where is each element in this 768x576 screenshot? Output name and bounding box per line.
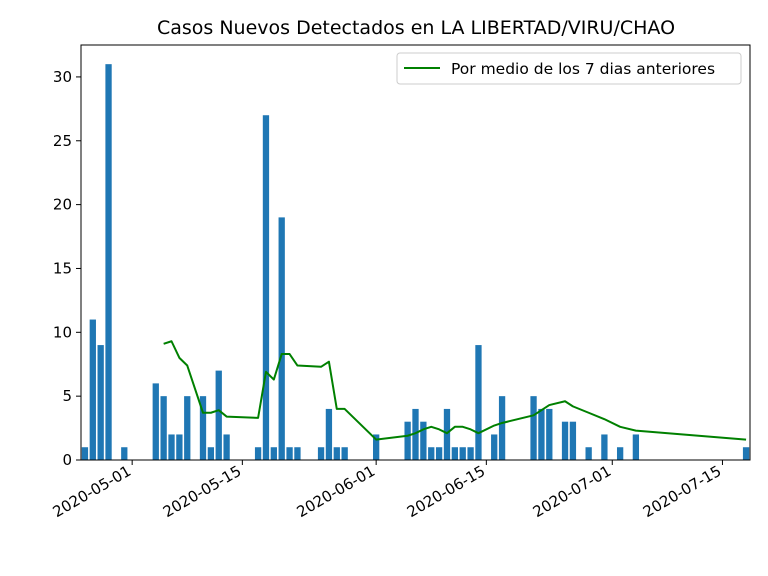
bar xyxy=(467,447,474,460)
x-tick-label: 2020-06-01 xyxy=(294,462,379,521)
y-tick-label: 0 xyxy=(62,451,72,469)
y-tick-label: 10 xyxy=(53,323,72,341)
y-tick-label: 20 xyxy=(53,196,72,214)
x-tick-label: 2020-07-01 xyxy=(530,462,615,521)
bar xyxy=(152,383,159,460)
x-tick-label: 2020-05-15 xyxy=(160,462,245,521)
bar xyxy=(569,421,577,460)
x-tick-label: 2020-06-15 xyxy=(404,462,489,521)
y-tick-label: 30 xyxy=(53,68,72,86)
bar xyxy=(317,447,325,460)
bar xyxy=(546,408,553,460)
bar xyxy=(341,447,348,460)
bar xyxy=(184,396,191,460)
bar xyxy=(168,434,175,460)
bar xyxy=(443,408,451,460)
legend-box xyxy=(396,52,742,85)
legend-label: Por medio de los 7 dias anteriores xyxy=(451,60,715,78)
bar xyxy=(632,434,640,460)
bar xyxy=(270,447,277,460)
bar xyxy=(498,396,506,460)
plot-frame xyxy=(80,44,751,461)
bar xyxy=(538,408,545,460)
bar xyxy=(435,447,443,460)
y-tick-label: 25 xyxy=(53,132,72,150)
bar xyxy=(294,447,301,460)
bar xyxy=(105,64,112,461)
bar xyxy=(254,447,262,460)
bar xyxy=(412,408,419,460)
x-tick-label: 2020-07-15 xyxy=(640,462,725,521)
bar xyxy=(223,434,230,460)
y-tick-label: 5 xyxy=(62,387,72,405)
bar xyxy=(404,421,411,460)
bar xyxy=(207,447,215,460)
bar xyxy=(459,447,466,460)
x-tick-label: 2020-05-01 xyxy=(50,462,135,521)
bar xyxy=(262,115,270,460)
legend: Por medio de los 7 dias anteriores xyxy=(396,52,742,85)
bar xyxy=(420,421,427,460)
bar xyxy=(428,447,435,460)
bar xyxy=(742,447,750,460)
bar xyxy=(81,447,89,460)
line-layer xyxy=(163,340,747,441)
bar xyxy=(601,434,608,460)
bar xyxy=(121,447,128,460)
bars-layer xyxy=(81,64,750,461)
bar xyxy=(372,434,380,460)
bar xyxy=(325,408,333,460)
bar xyxy=(333,447,340,460)
chart-title: Casos Nuevos Detectados en LA LIBERTAD/V… xyxy=(157,17,675,39)
bar xyxy=(160,396,167,460)
bar xyxy=(530,396,537,460)
bar xyxy=(585,447,592,460)
bar xyxy=(278,217,285,460)
bar xyxy=(89,319,96,460)
bar xyxy=(286,447,293,460)
bar xyxy=(199,396,207,460)
bar xyxy=(561,421,569,460)
bar xyxy=(97,345,104,460)
series-line xyxy=(163,340,747,441)
y-tick-label: 15 xyxy=(53,259,72,277)
bar xyxy=(475,345,482,460)
bar xyxy=(616,447,624,460)
bar xyxy=(215,370,222,460)
bar xyxy=(176,434,183,460)
bar xyxy=(491,434,498,460)
bar xyxy=(451,447,459,460)
